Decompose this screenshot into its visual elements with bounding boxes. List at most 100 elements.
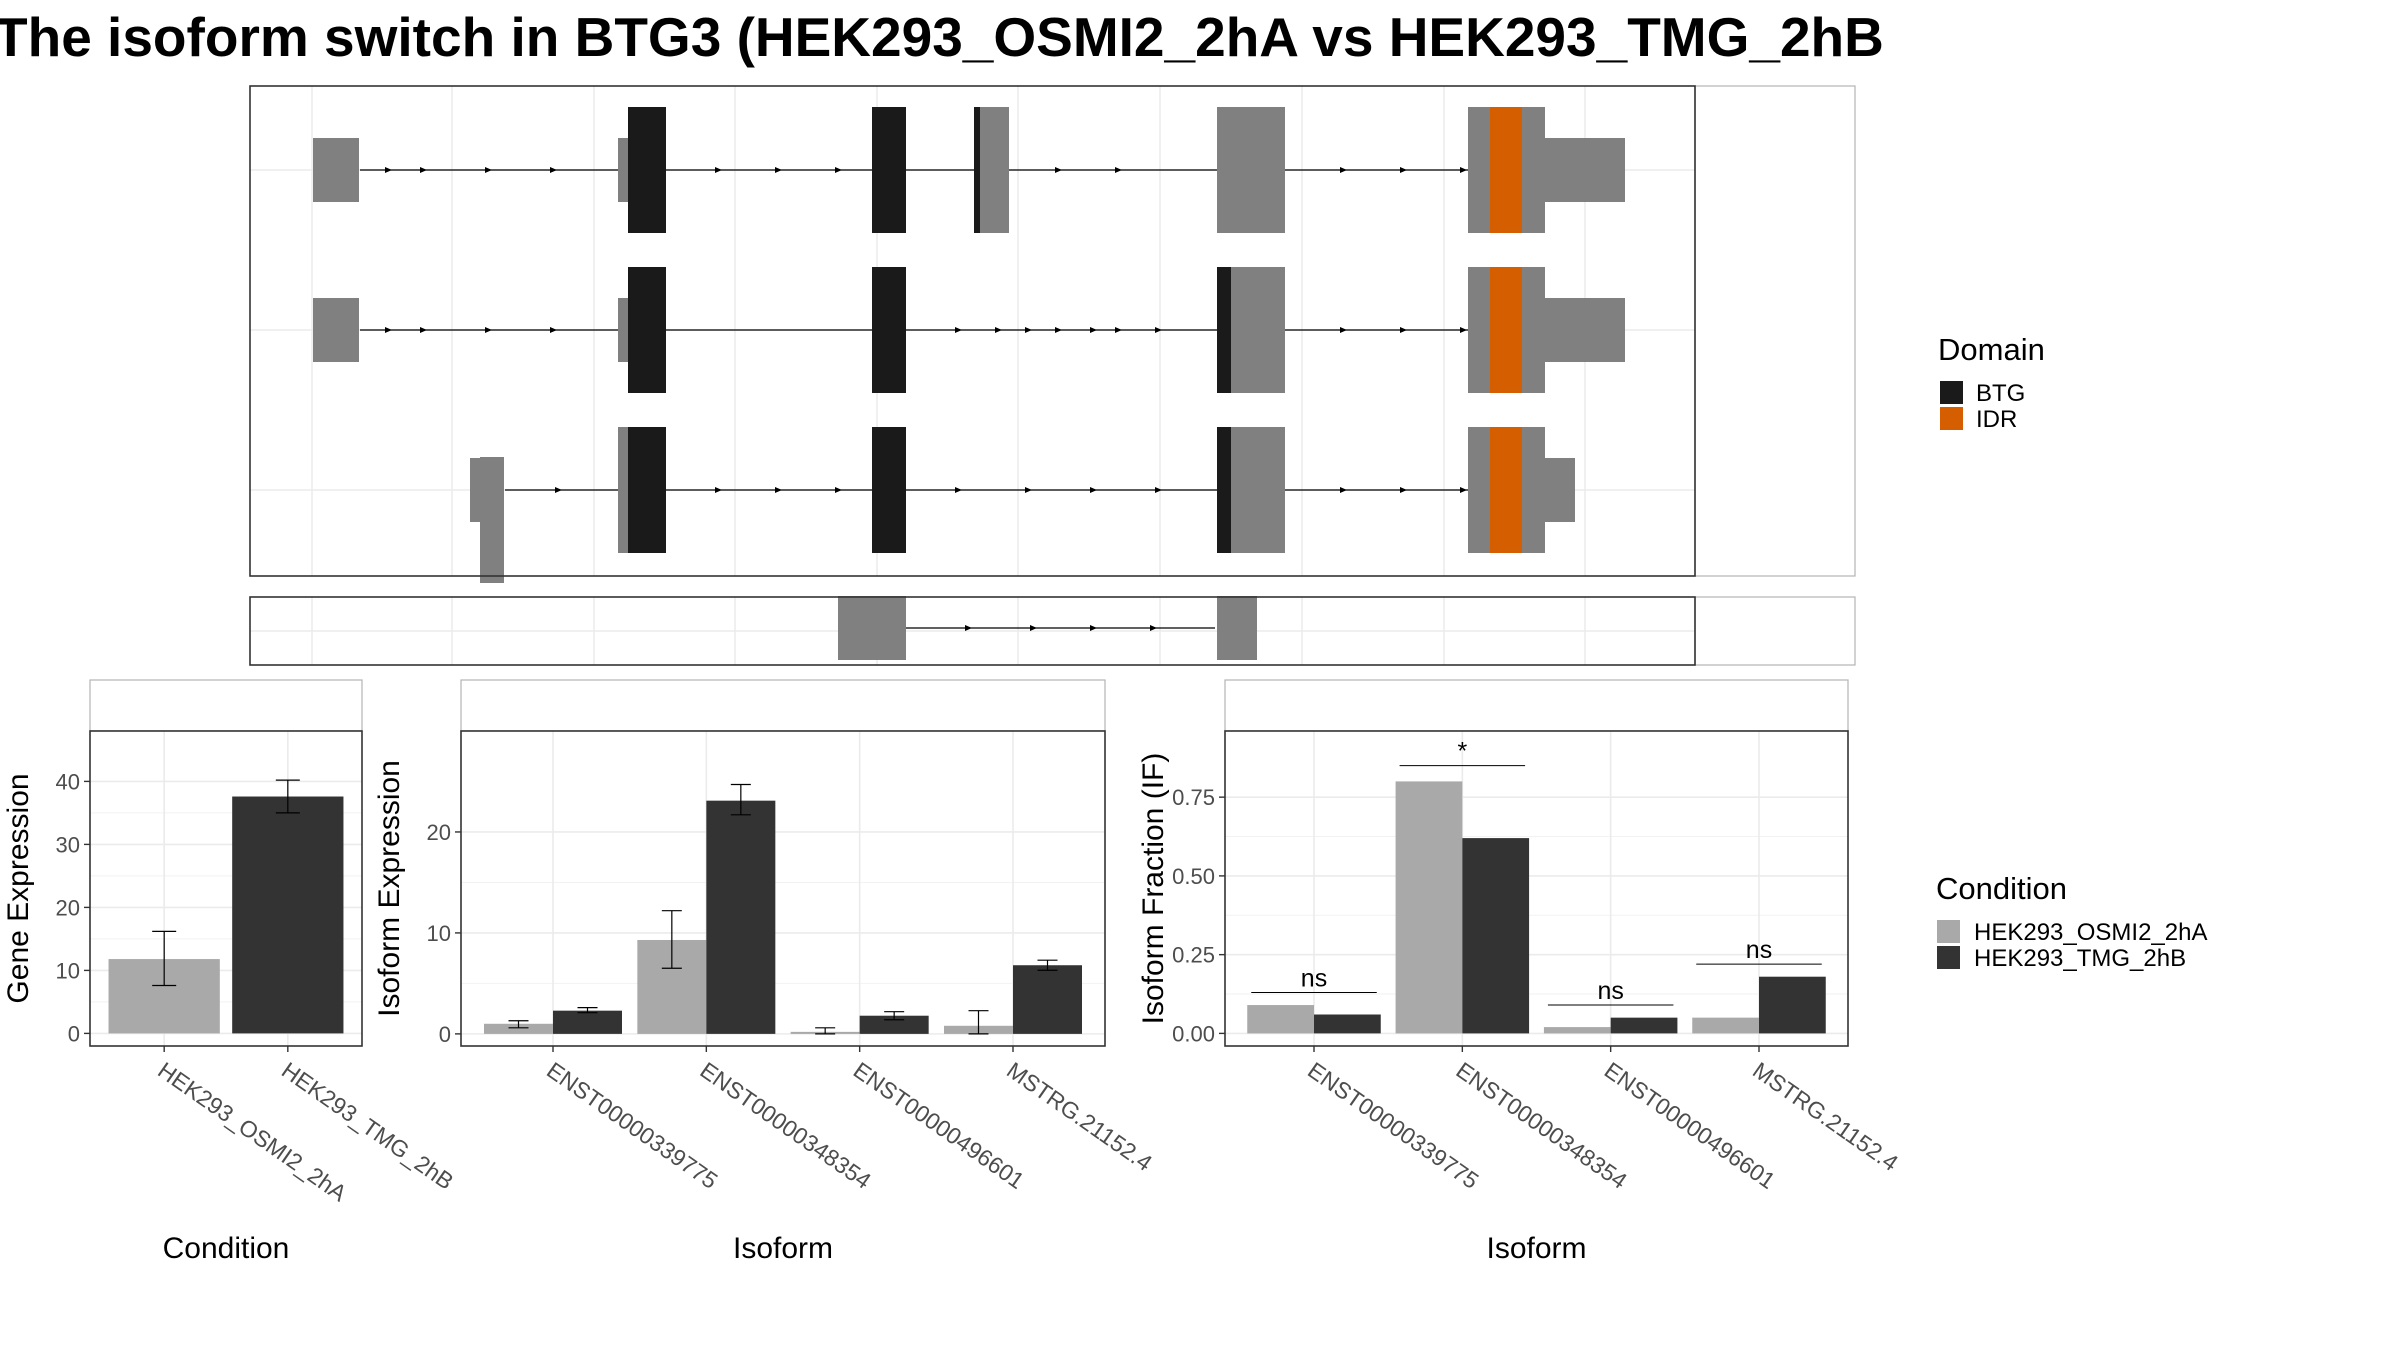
cds-exon xyxy=(1217,107,1285,233)
intron-arrow xyxy=(1030,625,1037,631)
condition-legend-key xyxy=(1937,946,1960,969)
intron-arrow xyxy=(775,167,782,173)
intron-arrow xyxy=(1115,167,1122,173)
btg-domain-exon xyxy=(872,267,906,393)
chart-panel-border xyxy=(1224,730,1849,1047)
condition-legend-label: HEK293_OSMI2_2hA xyxy=(1974,919,2207,946)
bar xyxy=(553,1010,622,1034)
idr-domain-exon xyxy=(1490,267,1522,393)
intron-arrow xyxy=(1055,167,1062,173)
bar xyxy=(1395,781,1463,1034)
intron-arrow xyxy=(955,327,962,333)
bar xyxy=(232,796,344,1034)
intron-arrow xyxy=(965,625,972,631)
bar xyxy=(1247,1005,1314,1034)
x-tick-label: MSTRG.21152.4 xyxy=(1002,1057,1157,1176)
intron-arrow xyxy=(1460,167,1467,173)
btg-domain-exon xyxy=(1217,267,1231,393)
intron-arrow xyxy=(420,327,427,333)
intron-arrow xyxy=(1460,487,1467,493)
bar xyxy=(1462,838,1530,1034)
idr-domain-exon xyxy=(1490,427,1522,553)
chart-panel-bg xyxy=(461,731,1105,1046)
btg-domain-exon xyxy=(628,107,666,233)
intron-arrow xyxy=(835,487,842,493)
utr-exon xyxy=(313,298,359,362)
intron-arrow xyxy=(1340,487,1347,493)
y-tick-label: 0 xyxy=(439,1022,451,1047)
chart-2: ns*nsns0.000.250.500.75ENST00000339775EN… xyxy=(1137,679,1903,1265)
significance-label: ns xyxy=(1301,964,1327,992)
noncoding-exon xyxy=(838,596,906,660)
intron-arrow xyxy=(555,487,562,493)
structure-panel-border xyxy=(249,85,1696,577)
intron-arrow xyxy=(1460,327,1467,333)
condition-legend-label: HEK293_TMG_2hB xyxy=(1974,945,2186,972)
intron-arrow xyxy=(775,487,782,493)
utr-exon xyxy=(313,138,359,202)
domain-legend-key xyxy=(1940,407,1963,430)
intron-arrow xyxy=(1400,327,1407,333)
cds-exon xyxy=(492,457,504,583)
domain-legend-label: BTG xyxy=(1976,380,2025,407)
intron-arrow xyxy=(385,167,392,173)
bar xyxy=(1692,1017,1759,1034)
chart-strip xyxy=(460,679,1106,732)
intron-arrow xyxy=(1340,327,1347,333)
domain-legend-label: IDR xyxy=(1976,406,2017,433)
condition-legend-title: Condition xyxy=(1936,871,2067,906)
btg-domain-exon xyxy=(872,107,906,233)
condition-legend-key xyxy=(1937,920,1960,943)
isoform-structure-plot xyxy=(249,85,1856,666)
chart-1: 01020ENST00000339775ENST00000348354ENST0… xyxy=(373,679,1157,1265)
y-tick-label: 0.00 xyxy=(1172,1021,1215,1046)
intron-arrow xyxy=(1090,487,1097,493)
y-tick-label: 10 xyxy=(56,958,80,983)
cds-exon xyxy=(1468,427,1490,553)
y-tick-label: 10 xyxy=(427,921,451,946)
domain-legend-key xyxy=(1940,381,1963,404)
y-tick-label: 20 xyxy=(427,820,451,845)
structure-panel-border xyxy=(249,596,1696,666)
significance-label: ns xyxy=(1746,936,1772,964)
intron-arrow xyxy=(715,167,722,173)
btg-domain-exon xyxy=(628,267,666,393)
y-tick-label: 40 xyxy=(56,769,80,794)
intron-arrow xyxy=(1340,167,1347,173)
cds-exon xyxy=(1231,427,1285,553)
x-tick-label: MSTRG.21152.4 xyxy=(1748,1057,1903,1176)
chart-strip xyxy=(1224,679,1849,732)
bar xyxy=(1543,1027,1611,1034)
bar xyxy=(1610,1017,1678,1034)
y-tick-label: 0.75 xyxy=(1172,785,1215,810)
bar xyxy=(706,800,776,1034)
intron-arrow xyxy=(995,327,1002,333)
x-axis-title: Condition xyxy=(163,1232,290,1265)
intron-arrow xyxy=(420,167,427,173)
chart-panel-bg xyxy=(1225,731,1848,1046)
y-tick-label: 0 xyxy=(68,1021,80,1046)
y-tick-label: 0.25 xyxy=(1172,943,1215,968)
bar xyxy=(484,1023,553,1034)
chart-strip xyxy=(89,679,363,732)
intron-arrow xyxy=(1090,327,1097,333)
cds-exon xyxy=(1468,107,1490,233)
utr-exon xyxy=(470,458,492,522)
utr-exon xyxy=(1545,458,1575,522)
x-axis-title: Isoform xyxy=(733,1232,833,1265)
y-tick-label: 20 xyxy=(56,895,80,920)
btg-domain-exon xyxy=(974,107,980,233)
btg-domain-exon xyxy=(872,427,906,553)
cds-exon xyxy=(1522,107,1545,233)
y-axis-title: Isoform Fraction (IF) xyxy=(1137,753,1170,1025)
bar xyxy=(1013,965,1082,1034)
significance-label: * xyxy=(1457,738,1467,766)
intron-arrow xyxy=(1400,167,1407,173)
noncoding-exon xyxy=(1217,596,1257,660)
utr-exon xyxy=(1545,138,1625,202)
y-axis-title: Isoform Expression xyxy=(373,760,406,1017)
bar xyxy=(859,1015,929,1034)
intron-arrow xyxy=(1025,487,1032,493)
